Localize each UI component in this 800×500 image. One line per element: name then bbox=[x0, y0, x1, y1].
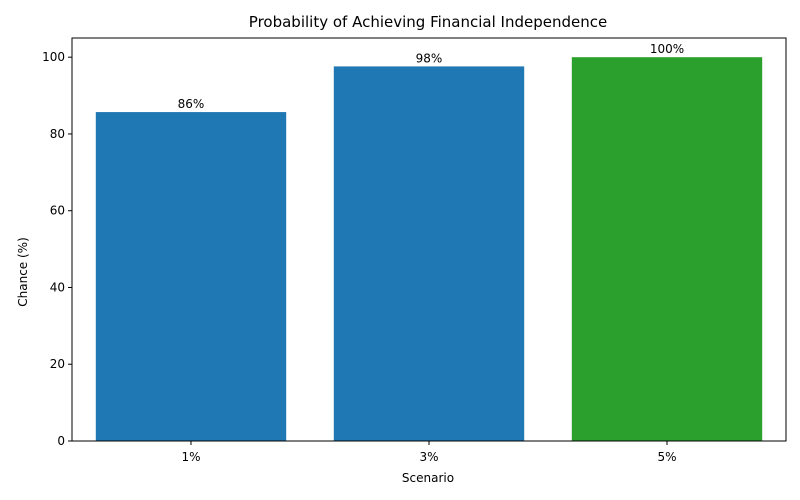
data-label: 98% bbox=[416, 51, 443, 65]
bar-5% bbox=[571, 57, 763, 441]
x-tick-label: 3% bbox=[419, 450, 438, 464]
chart-title: Probability of Achieving Financial Indep… bbox=[249, 13, 607, 31]
data-label: 100% bbox=[650, 42, 684, 56]
y-tick-label: 100 bbox=[42, 50, 65, 64]
data-label: 86% bbox=[178, 97, 205, 111]
bar-3% bbox=[333, 66, 525, 441]
y-tick-label: 60 bbox=[50, 204, 65, 218]
bar-1% bbox=[95, 112, 287, 441]
y-tick-label: 0 bbox=[57, 434, 65, 448]
axes-frame bbox=[71, 37, 787, 442]
y-axis-label: Chance (%) bbox=[16, 237, 30, 307]
y-tick-label: 20 bbox=[50, 357, 65, 371]
x-axis-label: Scenario bbox=[402, 471, 454, 485]
y-tick-label: 80 bbox=[50, 127, 65, 141]
x-tick-label: 5% bbox=[657, 450, 676, 464]
plot-area: 86% 1% 98% 3% 100% 5% 0 20 40 60 80 100 bbox=[42, 37, 787, 464]
y-tick-label: 40 bbox=[50, 280, 65, 294]
x-tick-label: 1% bbox=[181, 450, 200, 464]
